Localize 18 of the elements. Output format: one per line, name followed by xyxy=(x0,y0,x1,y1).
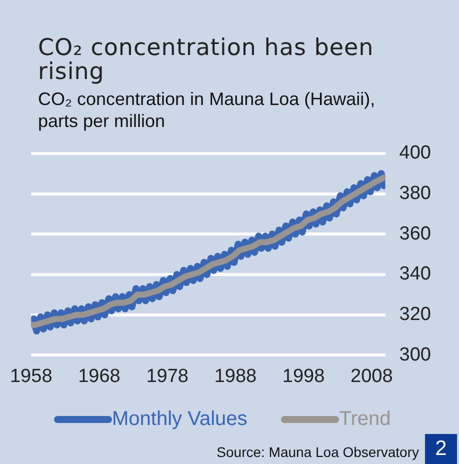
chart-title: CO₂ concentration has been rising xyxy=(38,35,375,85)
legend-label: Monthly Values xyxy=(112,408,248,431)
x-tick-label: 1958 xyxy=(10,366,52,387)
x-tick-label: 1988 xyxy=(214,366,257,387)
legend-label: Trend xyxy=(339,408,391,431)
x-tick-label: 1998 xyxy=(282,366,325,387)
x-tick-label: 1978 xyxy=(146,366,188,387)
y-tick-label: 300 xyxy=(399,344,431,366)
x-tick-label: 2008 xyxy=(350,366,393,387)
source-note: Source: Mauna Loa Observatory xyxy=(216,444,419,460)
text: 2 xyxy=(425,434,457,464)
y-tick-label: 360 xyxy=(399,223,431,244)
chart-subtitle: CO₂ concentration in Mauna Loa (Hawaii), parts per million xyxy=(38,88,376,132)
y-tick-label: 380 xyxy=(399,182,431,204)
y-tick-label: 400 xyxy=(399,142,431,164)
y-tick-label: 340 xyxy=(399,264,431,285)
x-tick-label: 1968 xyxy=(78,366,120,387)
y-tick-label: 320 xyxy=(399,304,431,326)
